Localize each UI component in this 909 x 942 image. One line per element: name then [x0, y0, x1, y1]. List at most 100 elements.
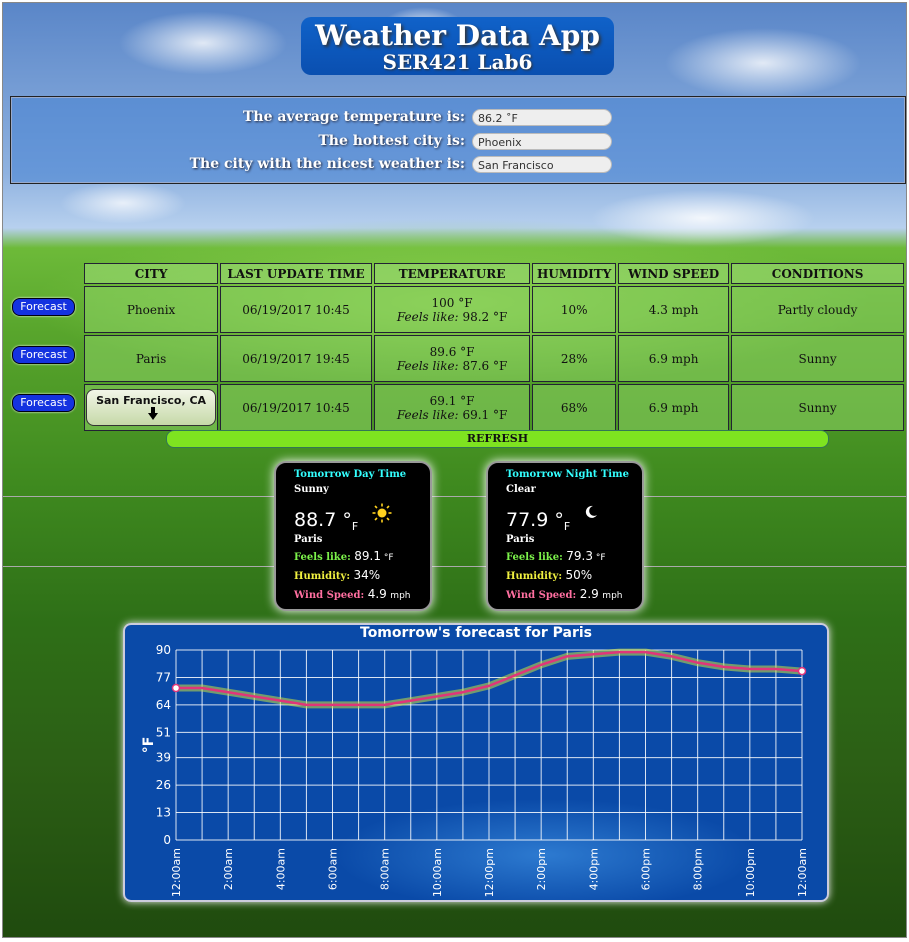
temperature-value: 69.1 °F — [429, 393, 475, 408]
nicest-city-row: The city with the nicest weather is: San… — [11, 154, 905, 176]
nicest-city-label: The city with the nicest weather is: — [189, 156, 465, 172]
wind-label: Wind Speed: — [506, 590, 577, 601]
temperature-cell: 89.6 °F Feels like: 87.6 °F — [373, 335, 531, 382]
card-city: Paris — [506, 534, 535, 545]
card-temp-unit: F — [563, 520, 571, 533]
feels-like-unit: °F — [592, 553, 606, 563]
city-cell: Paris — [84, 335, 219, 382]
hottest-city-field[interactable]: Phoenix — [472, 133, 612, 150]
y-tick-label: 26 — [156, 778, 171, 792]
data-point — [171, 683, 181, 693]
card-feels-like: Feels like: 89.1 °F — [294, 549, 394, 563]
forecast-chart: 0 13 26 39 51 64 77 90 12:00am 2:00am 4:00am 6:00am… — [141, 643, 809, 897]
feels-like-value: 69.1 °F — [462, 407, 508, 422]
column-header-city: CITY — [84, 263, 219, 284]
card-feels-like: Feels like: 79.3 °F — [506, 549, 606, 563]
temperature-cell: 100 °F Feels like: 98.2 °F — [373, 286, 531, 333]
app-subtitle: SER421 Lab6 — [382, 50, 533, 74]
column-header-temperature: TEMPERATURE — [373, 263, 531, 284]
feels-like-unit: °F — [380, 553, 394, 563]
x-tick-label: 2:00pm — [535, 848, 548, 890]
humidity-label: Humidity: — [294, 571, 351, 582]
x-tick-label: 12:00pm — [483, 848, 496, 897]
wind-unit: mph — [390, 591, 411, 601]
feels-like-value: 87.6 °F — [462, 358, 508, 373]
card-temp-value: 88.7 — [294, 509, 337, 531]
humidity-label: Humidity: — [506, 571, 563, 582]
y-tick-label: 0 — [163, 833, 171, 847]
data-point — [797, 666, 807, 676]
card-humidity: Humidity: 50% — [506, 568, 592, 582]
forecast-button-sanfrancisco[interactable]: Forecast — [12, 394, 75, 412]
summary-panel: The average temperature is: 86.2 ˚F The … — [10, 96, 906, 184]
wind-value: 4.9 — [367, 587, 387, 601]
refresh-button[interactable]: REFRESH — [166, 430, 829, 448]
feels-like-label: Feels like: — [506, 552, 563, 563]
conditions-cell: Partly cloudy — [731, 286, 904, 333]
card-city: Paris — [294, 534, 323, 545]
y-tick-label: 90 — [156, 643, 171, 657]
wind-label: Wind Speed: — [294, 590, 365, 601]
x-tick-label: 6:00pm — [640, 848, 653, 890]
forecast-button-paris[interactable]: Forecast — [12, 346, 75, 364]
card-temp-value: 77.9 — [506, 509, 549, 531]
feels-like-value: 89.1 — [354, 549, 381, 563]
feels-like-label: Feels like: — [294, 552, 351, 563]
feels-like-label: Feels like: — [396, 309, 459, 324]
table-header-row: CITY LAST UPDATE TIME TEMPERATURE HUMIDI… — [84, 263, 904, 284]
wind-speed-cell: 4.3 mph — [618, 286, 730, 333]
hottest-city-row: The hottest city is: Phoenix — [11, 131, 905, 153]
table-row: Phoenix 06/19/2017 10:45 100 °F Feels li… — [84, 286, 904, 333]
column-header-humidity: HUMIDITY — [532, 263, 617, 284]
wind-speed-cell: 6.9 mph — [618, 384, 730, 431]
x-tick-label: 12:00am — [170, 848, 183, 897]
cities-table: CITY LAST UPDATE TIME TEMPERATURE HUMIDI… — [82, 261, 906, 433]
divider — [3, 566, 906, 567]
card-condition: Clear — [506, 484, 536, 495]
y-tick-label: 39 — [156, 751, 171, 765]
divider — [3, 496, 906, 497]
city-cell: San Francisco, CA — [84, 384, 219, 431]
city-cell: Phoenix — [84, 286, 219, 333]
card-title: Tomorrow Day Time — [294, 469, 407, 480]
series-line — [176, 650, 803, 707]
humidity-value: 50% — [565, 568, 593, 582]
card-humidity: Humidity: 34% — [294, 568, 380, 582]
x-tick-label: 2:00am — [222, 848, 235, 890]
city-select[interactable]: San Francisco, CA — [86, 389, 217, 426]
x-tick-label: 10:00am — [431, 848, 444, 897]
feels-like-line: Feels like: 87.6 °F — [376, 359, 528, 373]
y-tick-label: 13 — [156, 806, 171, 820]
day-forecast-card: Tomorrow Day Time Sunny 88.7 °F Paris Fe… — [274, 461, 432, 611]
card-temperature: 88.7 °F — [294, 509, 358, 533]
wind-value: 2.9 — [579, 587, 599, 601]
x-tick-label: 10:00pm — [744, 848, 757, 897]
hottest-city-label: The hottest city is: — [318, 133, 465, 149]
avg-temp-field[interactable]: 86.2 ˚F — [472, 109, 612, 126]
app-title: Weather Data App — [315, 19, 600, 52]
y-tick-label: 64 — [156, 698, 171, 712]
feels-like-value: 98.2 °F — [462, 309, 508, 324]
feels-like-label: Feels like: — [396, 407, 459, 422]
card-title: Tomorrow Night Time — [506, 469, 629, 480]
avg-temp-row: The average temperature is: 86.2 ˚F — [11, 107, 905, 129]
forecast-button-phoenix[interactable]: Forecast — [12, 298, 75, 316]
update-time-cell: 06/19/2017 10:45 — [220, 384, 372, 431]
nicest-city-field[interactable]: San Francisco — [472, 156, 612, 173]
humidity-value: 34% — [353, 568, 381, 582]
card-condition: Sunny — [294, 484, 329, 495]
column-header-update-time: LAST UPDATE TIME — [220, 263, 372, 284]
column-header-conditions: CONDITIONS — [731, 263, 904, 284]
update-time-cell: 06/19/2017 19:45 — [220, 335, 372, 382]
humidity-cell: 68% — [532, 384, 617, 431]
y-axis-label: °F — [141, 737, 157, 754]
y-tick-label: 51 — [156, 725, 171, 739]
conditions-cell: Sunny — [731, 335, 904, 382]
arrow-down-icon — [147, 407, 158, 420]
x-tick-label: 12:00am — [796, 848, 809, 897]
temperature-cell: 69.1 °F Feels like: 69.1 °F — [373, 384, 531, 431]
app-header: Weather Data App SER421 Lab6 — [301, 17, 614, 75]
column-header-wind-speed: WIND SPEED — [618, 263, 730, 284]
y-tick-label: 77 — [156, 670, 171, 684]
forecast-chart-panel: Tomorrow's forecast for Paris 0 13 26 39 51 6… — [123, 623, 829, 902]
